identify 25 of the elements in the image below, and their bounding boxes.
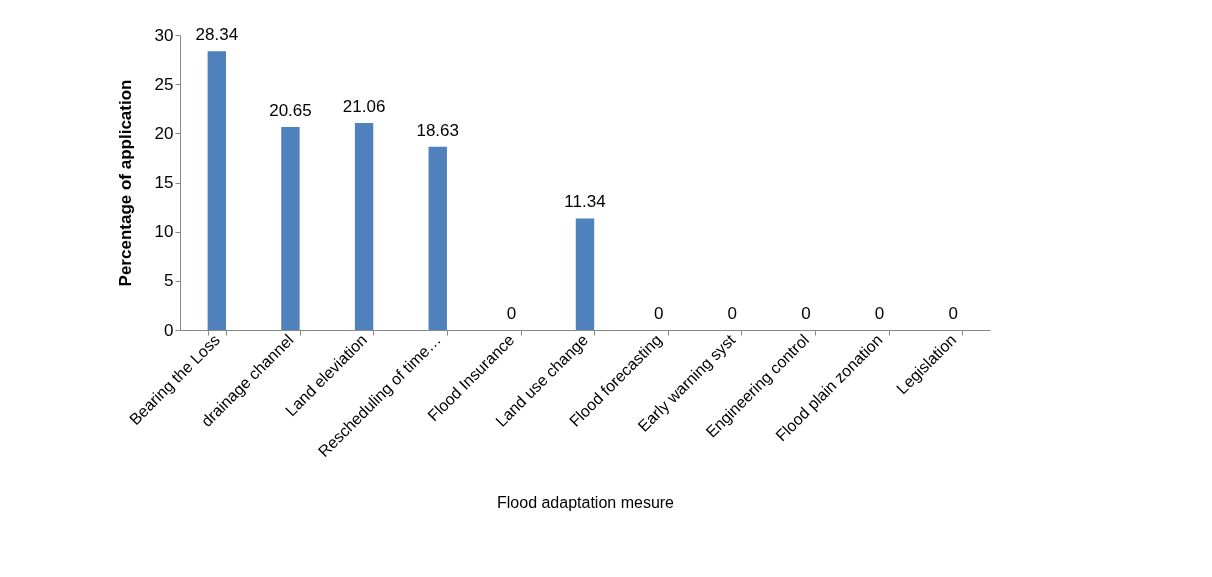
y-tick-label: 0 <box>164 320 174 340</box>
data-label: 18.63 <box>416 120 459 140</box>
y-tick-label: 10 <box>154 222 174 242</box>
data-label: 20.65 <box>269 100 312 120</box>
bar <box>281 126 300 330</box>
data-label: 0 <box>801 304 811 323</box>
y-tick-label: 15 <box>154 173 174 192</box>
y-tick-label: 20 <box>154 123 174 143</box>
data-label: 0 <box>506 304 517 323</box>
y-tick-label: 5 <box>164 271 174 291</box>
data-label: 0 <box>948 304 958 323</box>
data-label: 11.34 <box>564 192 606 212</box>
data-label: 0 <box>653 304 664 323</box>
data-label: 21.06 <box>342 96 386 116</box>
bar <box>207 51 227 330</box>
x-axis-title: Flood adaptation mesure <box>497 494 675 512</box>
data-label: 28.34 <box>195 25 239 45</box>
y-tick-label: 25 <box>154 74 174 94</box>
bar <box>575 218 595 330</box>
bar <box>354 122 374 330</box>
data-label: 0 <box>874 304 885 323</box>
y-axis-title: Percentage of application <box>115 79 135 287</box>
y-tick-label: 30 <box>154 25 174 45</box>
data-label: 0 <box>727 304 738 323</box>
bar <box>428 146 447 330</box>
